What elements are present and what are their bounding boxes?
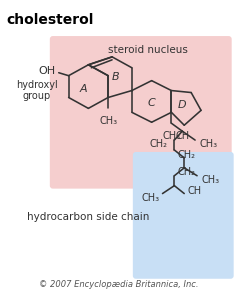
Text: CH₃: CH₃ [162, 131, 180, 141]
Text: cholesterol: cholesterol [6, 13, 94, 27]
Text: CH₃: CH₃ [201, 175, 219, 185]
Text: B: B [111, 72, 119, 82]
Text: CH₃: CH₃ [141, 192, 159, 202]
Text: OH: OH [39, 66, 56, 76]
Text: CH: CH [187, 186, 201, 196]
Text: C: C [148, 99, 156, 108]
Text: CH₂: CH₂ [177, 167, 195, 177]
Text: hydroxyl
group: hydroxyl group [16, 80, 58, 101]
FancyBboxPatch shape [133, 152, 234, 279]
Text: CH₂: CH₂ [149, 139, 168, 149]
Text: A: A [80, 83, 87, 94]
Text: CH₂: CH₂ [177, 150, 195, 160]
Text: CH₃: CH₃ [199, 139, 217, 149]
Text: D: D [178, 100, 187, 110]
Text: hydrocarbon side chain: hydrocarbon side chain [27, 212, 150, 222]
Text: steroid nucleus: steroid nucleus [108, 45, 188, 55]
Text: CH₃: CH₃ [99, 116, 117, 126]
FancyBboxPatch shape [50, 36, 232, 189]
Text: CH: CH [175, 131, 189, 141]
Text: © 2007 Encyclopædia Britannica, Inc.: © 2007 Encyclopædia Britannica, Inc. [39, 280, 199, 289]
